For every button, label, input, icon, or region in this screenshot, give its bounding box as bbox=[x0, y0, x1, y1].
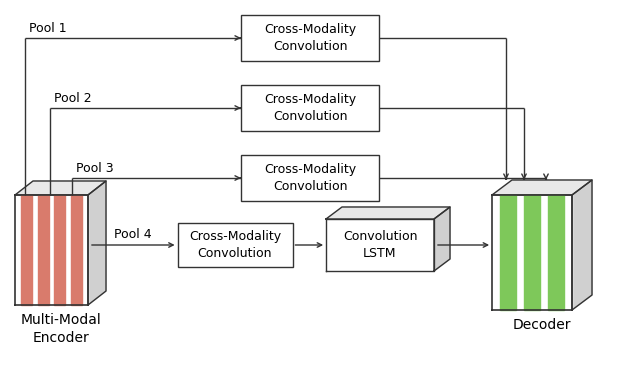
Polygon shape bbox=[38, 195, 49, 305]
Polygon shape bbox=[54, 195, 65, 305]
Text: Cross-Modality
Convolution: Cross-Modality Convolution bbox=[264, 163, 356, 193]
Text: Pool 4: Pool 4 bbox=[114, 228, 152, 241]
Polygon shape bbox=[326, 207, 450, 219]
Bar bbox=[241, 15, 379, 61]
Polygon shape bbox=[572, 180, 592, 310]
Polygon shape bbox=[500, 195, 516, 310]
Text: Pool 1: Pool 1 bbox=[29, 22, 67, 35]
Text: Cross-Modality
Convolution: Cross-Modality Convolution bbox=[264, 93, 356, 123]
Text: Convolution
LSTM: Convolution LSTM bbox=[343, 230, 417, 260]
Bar bbox=[177, 223, 292, 267]
Text: Pool 3: Pool 3 bbox=[76, 162, 114, 175]
Bar bbox=[241, 155, 379, 201]
Polygon shape bbox=[15, 195, 88, 305]
Polygon shape bbox=[71, 195, 82, 305]
Polygon shape bbox=[88, 181, 106, 305]
Polygon shape bbox=[21, 195, 32, 305]
Text: Cross-Modality
Convolution: Cross-Modality Convolution bbox=[189, 230, 281, 260]
Polygon shape bbox=[434, 207, 450, 271]
Polygon shape bbox=[492, 180, 592, 195]
Text: Pool 2: Pool 2 bbox=[54, 92, 92, 105]
Text: Multi-Modal
Encoder: Multi-Modal Encoder bbox=[20, 313, 101, 345]
Text: Decoder: Decoder bbox=[513, 318, 572, 332]
Polygon shape bbox=[492, 195, 572, 310]
Text: Cross-Modality
Convolution: Cross-Modality Convolution bbox=[264, 23, 356, 53]
Polygon shape bbox=[548, 195, 564, 310]
Polygon shape bbox=[524, 195, 540, 310]
Bar bbox=[241, 85, 379, 131]
Polygon shape bbox=[326, 219, 434, 271]
Polygon shape bbox=[15, 181, 106, 195]
